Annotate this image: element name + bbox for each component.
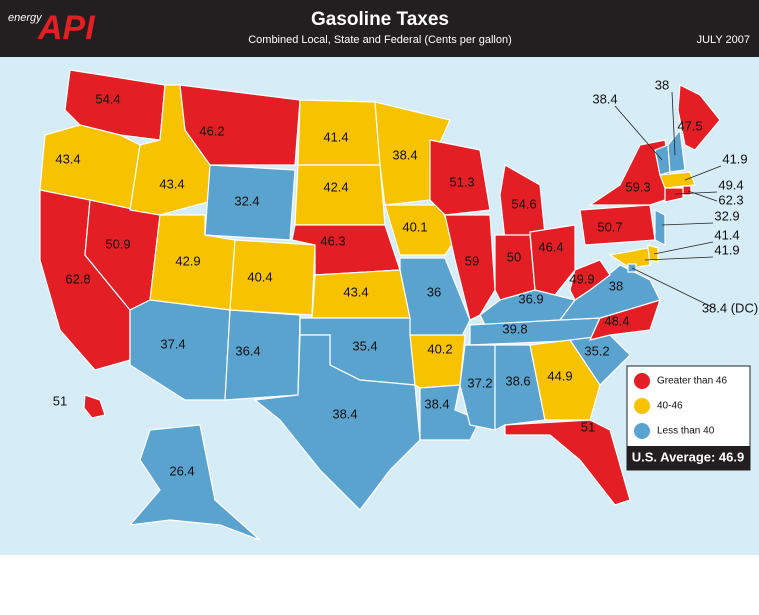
state-value: 51	[53, 393, 67, 408]
state-value: 38.4	[332, 406, 357, 421]
state-value: 47.5	[677, 118, 702, 133]
leader-line	[631, 267, 717, 310]
state-value: 36	[427, 284, 441, 299]
state-value: 38.6	[505, 373, 530, 388]
state	[529, 339, 601, 421]
state-value: 49.9	[569, 271, 594, 286]
state	[569, 259, 611, 301]
state-value: 26.4	[169, 463, 194, 478]
state-value: 36.9	[518, 291, 543, 306]
state-value: 42.4	[323, 179, 348, 194]
state	[83, 394, 106, 419]
average-bar	[627, 446, 750, 470]
state-value: 51.3	[449, 174, 474, 189]
state-value: 41.9	[722, 151, 747, 166]
state-value: 46.2	[199, 123, 224, 138]
state-value: 41.4	[714, 227, 739, 242]
state-value: 32.4	[234, 193, 259, 208]
average: U.S. Average: 46.9	[632, 449, 744, 464]
leader-line	[614, 105, 663, 161]
state-value: 39.8	[502, 321, 527, 336]
state	[253, 334, 421, 511]
state-value: 44.9	[547, 368, 572, 383]
state	[459, 344, 496, 431]
state-value: 32.9	[714, 208, 739, 223]
state-value: 49.4	[718, 177, 743, 192]
state	[128, 424, 261, 541]
state	[588, 299, 661, 341]
header-bar	[0, 0, 759, 57]
state-value: 59.3	[625, 179, 650, 194]
state-value: 38.4	[392, 147, 417, 162]
state	[659, 171, 696, 189]
state	[654, 209, 666, 246]
leader-line	[684, 165, 722, 181]
leader-line	[687, 190, 718, 202]
state	[664, 187, 684, 203]
state-value: 43.4	[343, 284, 368, 299]
state	[494, 344, 546, 431]
leader-line	[661, 222, 714, 226]
state	[667, 128, 686, 173]
state	[504, 419, 631, 506]
state-value: 38.4	[424, 396, 449, 411]
state-value: 54.4	[95, 91, 120, 106]
state-value: 38.4	[592, 91, 617, 106]
leader-line	[674, 191, 718, 195]
state-value: 50.7	[597, 219, 622, 234]
subtitle: Combined Local, State and Federal (Cents…	[248, 34, 512, 46]
state-value: 62.8	[65, 271, 90, 286]
state-value: 54.6	[511, 196, 536, 211]
state-value: 41.4	[323, 129, 348, 144]
leader-line	[671, 91, 676, 156]
state-value: 38	[655, 77, 669, 92]
state-value: 51	[581, 419, 595, 434]
state	[294, 164, 386, 226]
legend: U.S. Average: 46.9 Greater than 46 40-46 L…	[626, 365, 751, 471]
state-value: 43.4	[55, 151, 80, 166]
date: JULY 2007	[697, 34, 750, 46]
state	[529, 224, 576, 296]
state-value: 41.9	[714, 242, 739, 257]
state-value: 42.9	[175, 253, 200, 268]
legend-swatch	[634, 423, 650, 439]
state-value: 59	[465, 253, 479, 268]
legend-swatch	[634, 373, 650, 389]
state	[179, 84, 301, 166]
logo: API	[37, 9, 96, 47]
state-value: 35.2	[584, 343, 609, 358]
legend-swatch	[634, 398, 650, 414]
state-value: 37.2	[467, 375, 492, 390]
state-value: 46.4	[538, 239, 563, 254]
title: Gasoline Taxes	[311, 9, 449, 30]
state	[677, 84, 721, 151]
legend-label: Greater than 46	[657, 376, 727, 387]
state-value: 38	[609, 278, 623, 293]
state-value: 36.4	[235, 343, 260, 358]
legend-label: 40-46	[657, 401, 683, 412]
state-value: 40.4	[247, 269, 272, 284]
state-value: 35.4	[352, 338, 377, 353]
state-value: 62.3	[718, 192, 743, 207]
logo-small: energy	[8, 12, 43, 24]
leader-line	[653, 241, 714, 255]
state-value: 50	[507, 249, 521, 264]
state	[204, 164, 296, 241]
state	[494, 234, 536, 301]
leader-line	[644, 256, 714, 261]
state-value: 50.9	[105, 236, 130, 251]
state-value: 38.4 (DC)	[702, 300, 758, 315]
state-value: 37.4	[160, 336, 185, 351]
state-value: 40.2	[427, 341, 452, 356]
state-value: 40.1	[402, 219, 427, 234]
state-value: 46.3	[320, 233, 345, 248]
state-value: 48.4	[604, 313, 629, 328]
state-value: 43.4	[159, 176, 184, 191]
state	[608, 247, 651, 269]
state	[384, 204, 456, 256]
states: 54.4 43.4 62.8 50.9 43.4 46.2 32.4 42.9 40.4 37.4…	[39, 69, 758, 541]
legend-label: Less than 40	[657, 426, 715, 437]
